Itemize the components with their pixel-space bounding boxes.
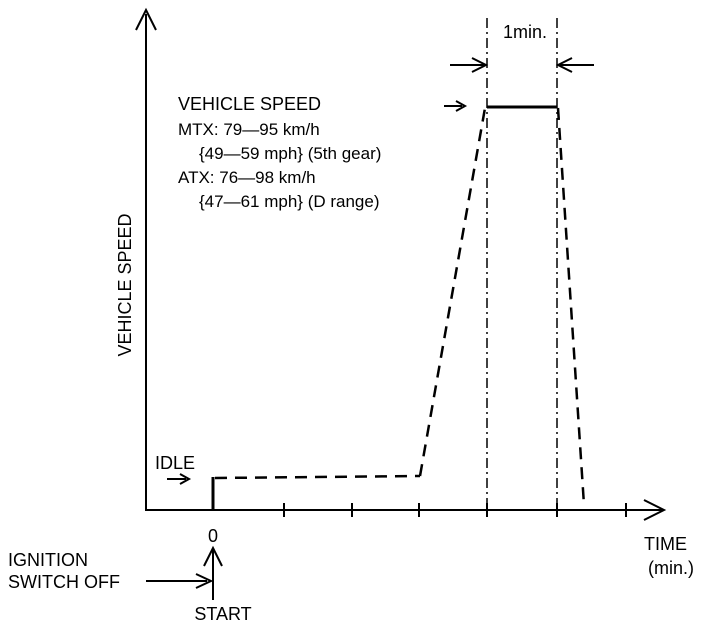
speed-profile [214,107,586,506]
speed-spec-mtx: MTX: 79—95 km/h [178,120,320,139]
x-axis [146,499,667,521]
deceleration-segment [556,107,586,506]
zero-tick-label: 0 [208,526,218,546]
svg-text:SWITCH OFF: SWITCH OFF [8,572,120,592]
vehicle-speed-spec: VEHICLE SPEED MTX: 79—95 km/h {49—59 mph… [178,94,468,211]
one-minute-interval [450,57,594,73]
interval-guides [486,18,558,510]
interval-label: 1min. [503,22,547,42]
idle-label: IDLE [155,453,195,473]
speed-spec-mtx-mph: {49—59 mph} (5th gear) [199,144,381,163]
y-axis [135,7,157,511]
speed-spec-atx: ATX: 76—98 km/h [178,168,316,187]
start-label: START [194,604,251,624]
x-axis-label: TIME [644,534,687,554]
x-axis-unit-label: (min.) [648,558,694,578]
ignition-switch-off-label: IGNITION SWITCH OFF [8,550,214,592]
y-axis-label: VEHICLE SPEED [115,213,135,356]
acceleration-segment [418,107,487,477]
start-marker: 0 START [194,477,252,624]
idle-segment [214,474,421,480]
idle-indicator: IDLE [155,453,195,485]
svg-text:IGNITION: IGNITION [8,550,88,570]
speed-spec-title: VEHICLE SPEED [178,94,321,114]
speed-spec-atx-mph: {47—61 mph} (D range) [199,192,380,211]
